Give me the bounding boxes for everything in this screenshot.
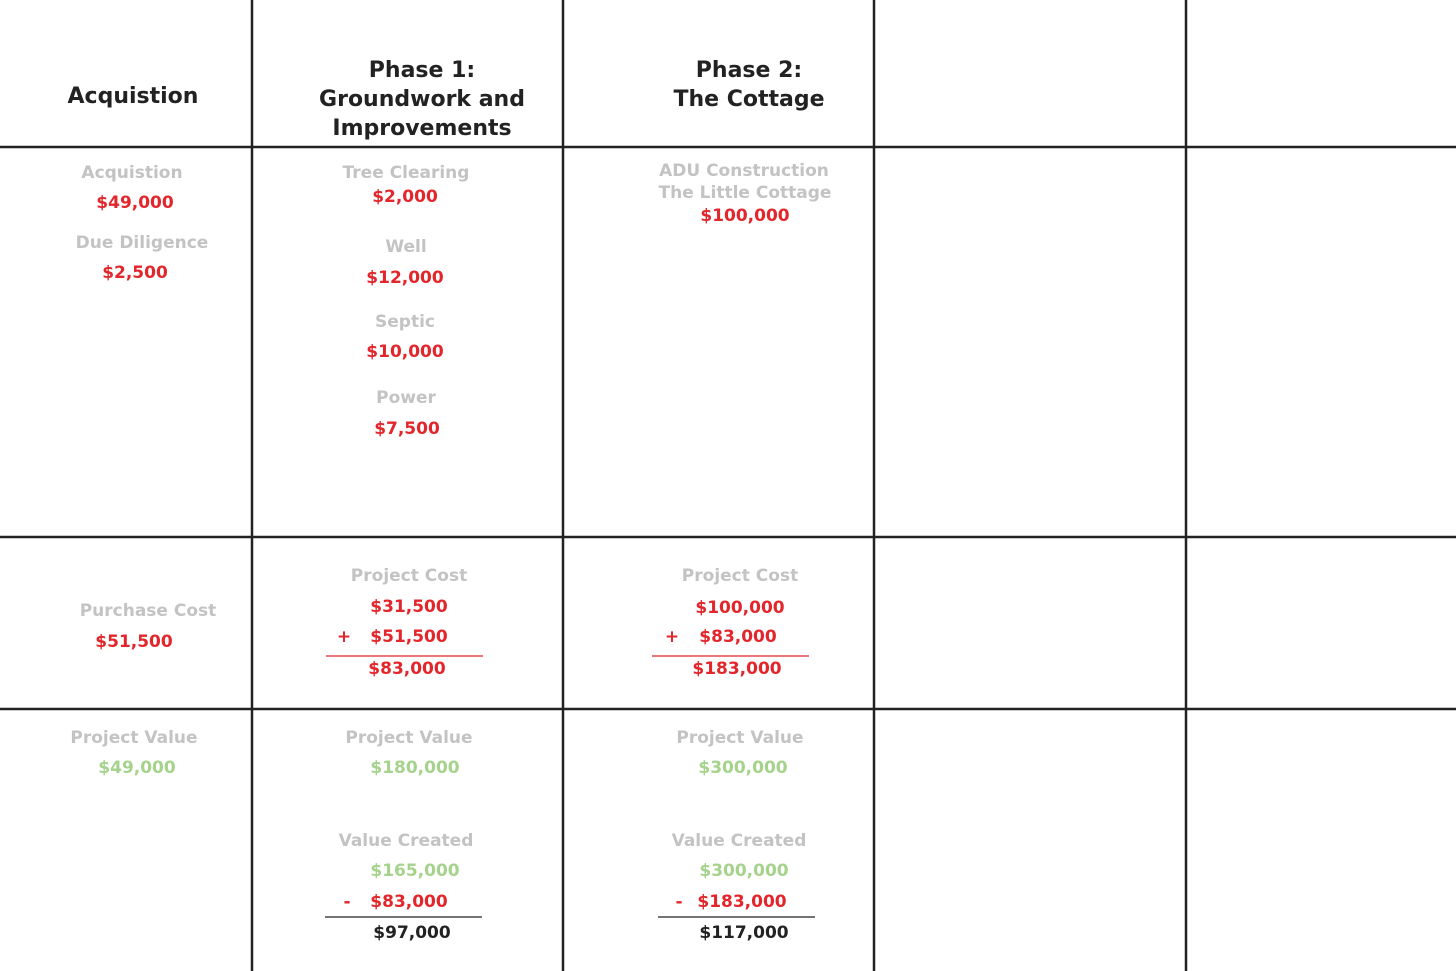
operator: - xyxy=(675,892,682,912)
header: Improvements xyxy=(332,116,511,141)
cost-amount: $7,500 xyxy=(374,419,440,439)
cost-amount: $12,000 xyxy=(366,268,444,288)
value-label: Value Created xyxy=(339,831,474,851)
value-cost: $83,000 xyxy=(370,892,448,912)
total-label: Project Cost xyxy=(682,566,798,586)
cost-label: The Little Cottage xyxy=(659,183,832,203)
total-amount: $100,000 xyxy=(695,598,784,618)
cost-amount: $100,000 xyxy=(700,206,789,226)
cost-label: Due Diligence xyxy=(76,233,209,253)
total-amount: $51,500 xyxy=(95,632,173,652)
cost-amount: $49,000 xyxy=(96,193,174,213)
cost-label: Power xyxy=(376,388,436,408)
total-result: $83,000 xyxy=(368,659,446,679)
header: Phase 1: xyxy=(369,58,475,83)
cost-label: Well xyxy=(385,237,426,257)
value-label: Value Created xyxy=(672,831,807,851)
value-label: Project Value xyxy=(676,728,803,748)
value-cost: $183,000 xyxy=(697,892,786,912)
value-result: $97,000 xyxy=(373,923,451,943)
value-label: Project Value xyxy=(345,728,472,748)
cost-amount: $2,500 xyxy=(102,263,168,283)
operator: + xyxy=(337,627,351,647)
header: Groundwork and xyxy=(319,87,525,112)
operator: + xyxy=(665,627,679,647)
header: Acquistion xyxy=(68,84,199,109)
value-amount: $49,000 xyxy=(98,758,176,778)
value-amount: $165,000 xyxy=(370,861,459,881)
total-amount: $83,000 xyxy=(699,627,777,647)
cost-amount: $2,000 xyxy=(372,187,438,207)
total-label: Project Cost xyxy=(351,566,467,586)
cost-amount: $10,000 xyxy=(366,342,444,362)
value-result: $117,000 xyxy=(699,923,788,943)
header: The Cottage xyxy=(673,87,824,112)
total-label: Purchase Cost xyxy=(80,601,217,621)
header: Phase 2: xyxy=(696,58,802,83)
total-result: $183,000 xyxy=(692,659,781,679)
cost-label: ADU Construction xyxy=(659,161,829,181)
cost-label: Septic xyxy=(375,312,435,332)
total-amount: $51,500 xyxy=(370,627,448,647)
cost-label: Tree Clearing xyxy=(343,163,470,183)
total-amount: $31,500 xyxy=(370,597,448,617)
value-label: Project Value xyxy=(70,728,197,748)
value-amount: $180,000 xyxy=(370,758,459,778)
cost-label: Acquistion xyxy=(81,163,182,183)
value-amount: $300,000 xyxy=(698,758,787,778)
operator: - xyxy=(343,892,350,912)
value-amount: $300,000 xyxy=(699,861,788,881)
